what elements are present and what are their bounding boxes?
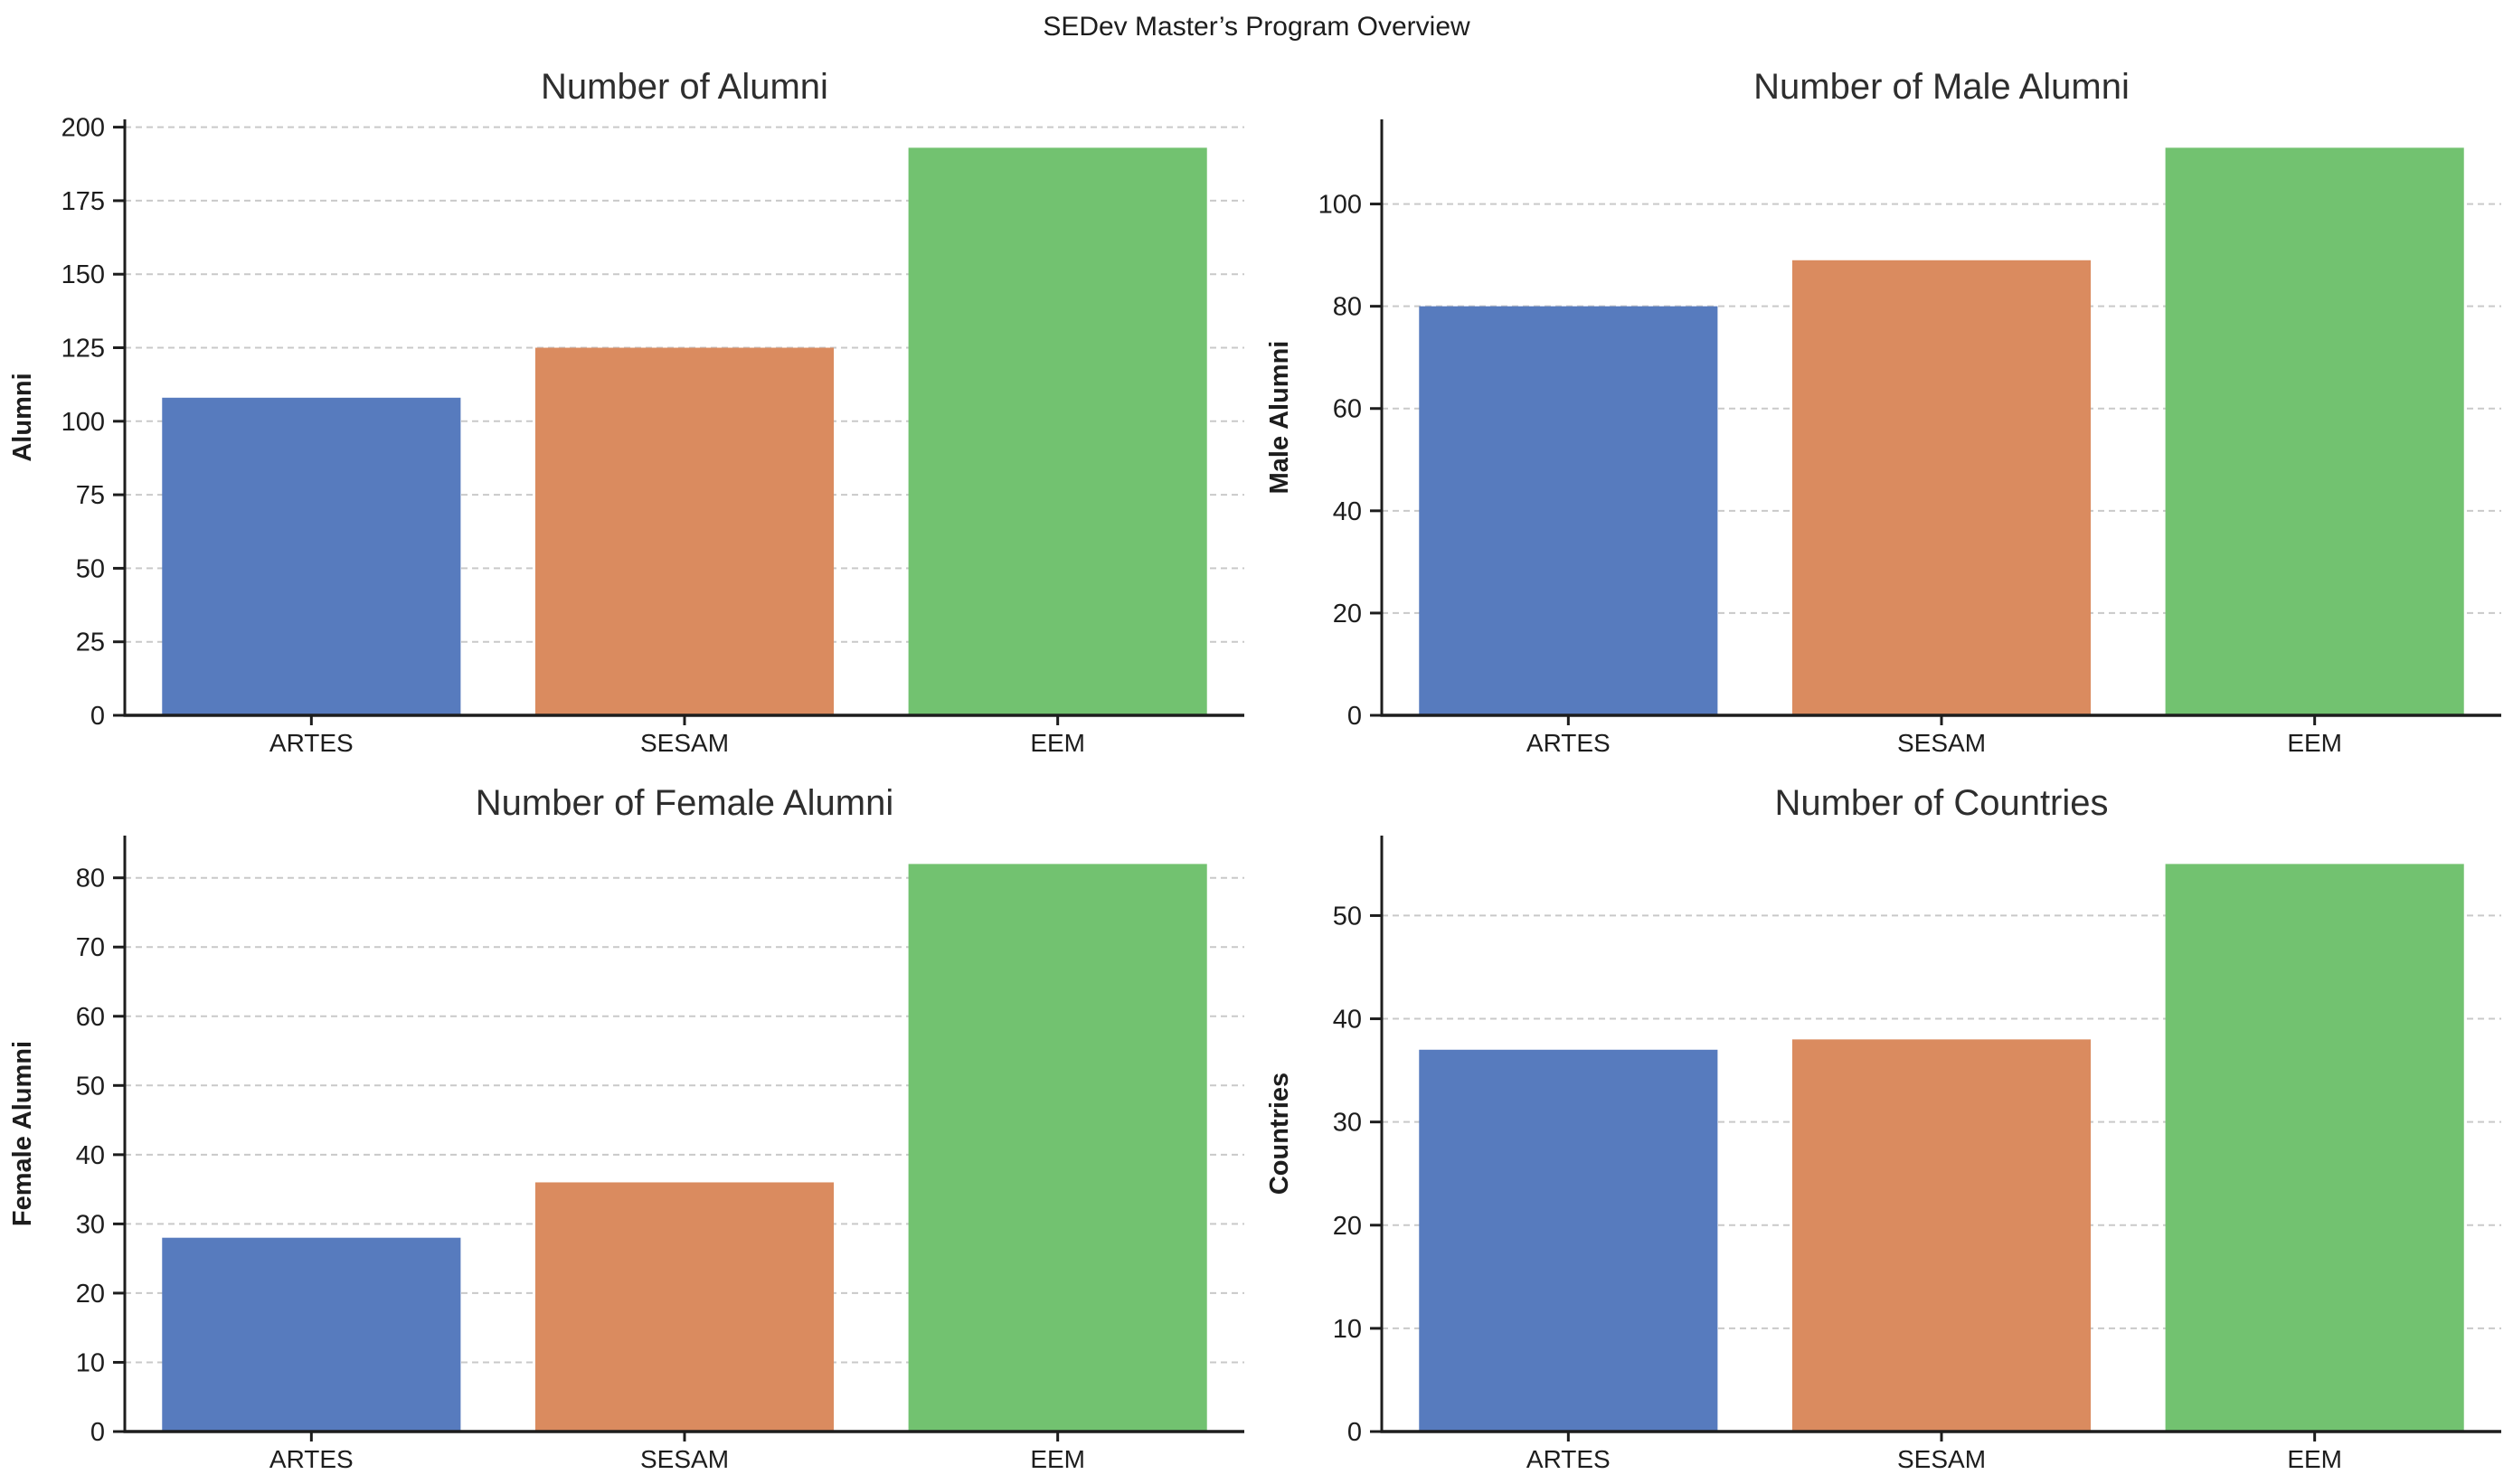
y-tick-label: 60 bbox=[76, 1003, 105, 1032]
y-tick-label: 25 bbox=[76, 629, 105, 657]
y-axis-label: Male Alumni bbox=[1265, 341, 1294, 495]
bar-sesam bbox=[1791, 260, 2091, 715]
y-tick-label: 100 bbox=[61, 408, 105, 437]
y-tick-label: 0 bbox=[90, 702, 105, 731]
chart-number-of-countries: 0 10 20 30 40 50 ARTES SESAM EEM Number of Countr… bbox=[1257, 768, 2513, 1484]
y-tick-label: 70 bbox=[76, 933, 105, 962]
chart-title: Number of Female Alumni bbox=[476, 783, 893, 823]
chart-number-of-female-alumni: 0 10 20 30 40 50 60 70 80 ARTES SESAM EEM Number of … bbox=[0, 768, 1256, 1484]
y-tick-label: 125 bbox=[61, 335, 105, 364]
y-tick-label: 30 bbox=[1332, 1109, 1361, 1138]
bar-eem bbox=[2165, 147, 2464, 715]
bar-artes bbox=[162, 1237, 461, 1432]
y-tick-label: 40 bbox=[1332, 497, 1361, 526]
bar-artes bbox=[1418, 306, 1717, 715]
y-tick-label: 20 bbox=[76, 1280, 105, 1309]
bar-artes bbox=[1418, 1049, 1717, 1432]
bar-chart-male-alumni: 0 20 40 60 80 100 ARTES SESAM EEM Number of Male … bbox=[1265, 67, 2501, 757]
bar-chart-alumni: 0 25 50 75 100 125 150 175 200 ARTES SESAM EEM Numbe… bbox=[8, 67, 1244, 757]
y-tick-label: 175 bbox=[61, 187, 105, 216]
bar-artes bbox=[162, 397, 461, 715]
y-tick-label: 60 bbox=[1332, 395, 1361, 424]
y-tick-label: 10 bbox=[76, 1348, 105, 1377]
y-tick-label: 200 bbox=[61, 114, 105, 143]
chart-title: Number of Alumni bbox=[541, 67, 828, 107]
bar-sesam bbox=[534, 1182, 835, 1432]
subplot-grid: 0 25 50 75 100 125 150 175 200 ARTES SESAM EEM Numbe… bbox=[0, 52, 2513, 1484]
x-tick-label: ARTES bbox=[269, 729, 354, 757]
x-tick-label: SESAM bbox=[1896, 729, 1985, 757]
y-tick-label: 20 bbox=[1332, 1212, 1361, 1241]
bar-chart-female-alumni: 0 10 20 30 40 50 60 70 80 ARTES SESAM EEM Number of … bbox=[8, 783, 1244, 1473]
y-tick-label: 150 bbox=[61, 260, 105, 289]
y-tick-label: 30 bbox=[76, 1210, 105, 1239]
y-tick-label: 50 bbox=[76, 1072, 105, 1101]
y-tick-label: 75 bbox=[76, 481, 105, 510]
y-tick-label: 20 bbox=[1332, 600, 1361, 629]
bar-sesam bbox=[534, 347, 835, 715]
y-tick-label: 50 bbox=[1332, 902, 1361, 931]
x-tick-label: EEM bbox=[1030, 729, 1085, 757]
y-tick-label: 0 bbox=[1346, 702, 1361, 731]
x-tick-label: ARTES bbox=[1526, 729, 1610, 757]
x-tick-label: EEM bbox=[1030, 1445, 1085, 1473]
x-tick-label: EEM bbox=[2287, 729, 2342, 757]
y-tick-label: 50 bbox=[76, 554, 105, 583]
bar-sesam bbox=[1791, 1039, 2091, 1432]
y-axis-label: Alumni bbox=[8, 373, 37, 461]
bar-chart-countries: 0 10 20 30 40 50 ARTES SESAM EEM Number of Countr… bbox=[1265, 783, 2501, 1473]
x-tick-label: ARTES bbox=[269, 1445, 354, 1473]
y-axis-label: Female Alumni bbox=[8, 1041, 37, 1226]
y-tick-label: 40 bbox=[1332, 1006, 1361, 1035]
x-tick-label: ARTES bbox=[1526, 1445, 1610, 1473]
y-tick-label: 0 bbox=[90, 1418, 105, 1447]
chart-title: Number of Countries bbox=[1774, 783, 2108, 823]
x-tick-label: SESAM bbox=[640, 1445, 729, 1473]
x-tick-label: SESAM bbox=[640, 729, 729, 757]
x-tick-label: EEM bbox=[2287, 1445, 2342, 1473]
figure-suptitle: SEDev Master’s Program Overview bbox=[1043, 12, 1470, 42]
y-axis-label: Countries bbox=[1265, 1073, 1294, 1195]
chart-number-of-male-alumni: 0 20 40 60 80 100 ARTES SESAM EEM Number of Male … bbox=[1257, 52, 2513, 768]
y-tick-label: 40 bbox=[76, 1141, 105, 1170]
bar-eem bbox=[908, 147, 1207, 715]
chart-title: Number of Male Alumni bbox=[1753, 67, 2130, 107]
y-tick-label: 80 bbox=[1332, 293, 1361, 322]
bar-eem bbox=[908, 864, 1207, 1432]
chart-number-of-alumni: 0 25 50 75 100 125 150 175 200 ARTES SESAM EEM Numbe… bbox=[0, 52, 1256, 768]
y-tick-label: 100 bbox=[1318, 191, 1361, 220]
bar-eem bbox=[2165, 864, 2464, 1432]
x-tick-label: SESAM bbox=[1896, 1445, 1985, 1473]
y-tick-label: 0 bbox=[1346, 1418, 1361, 1447]
y-tick-label: 80 bbox=[76, 865, 105, 893]
y-tick-label: 10 bbox=[1332, 1315, 1361, 1344]
